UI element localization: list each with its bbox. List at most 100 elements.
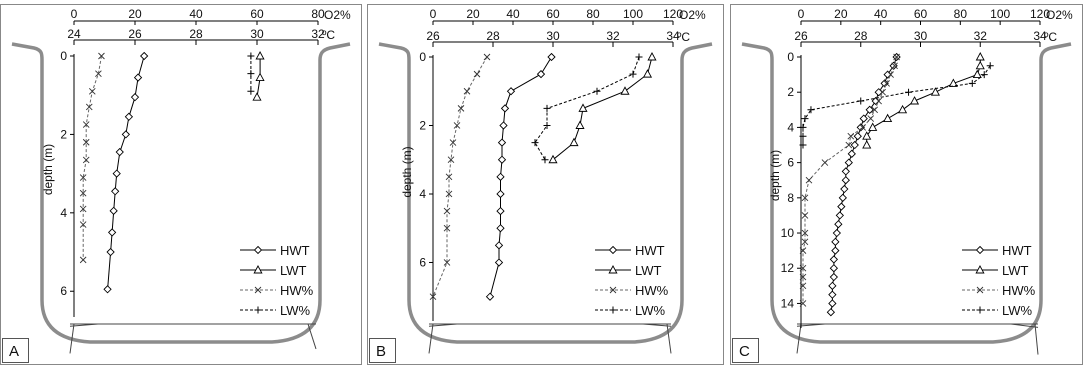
marker-diamond [838,193,847,202]
marker-x [443,259,451,266]
o2-tick-label: 20 [834,7,848,21]
marker-diamond [829,272,838,282]
marker-diamond [496,189,505,199]
marker-triangle [620,86,630,95]
legend-label: HWT [1002,243,1032,258]
legend-label: HW% [635,283,669,298]
o2-tick-label: 100 [990,7,1010,21]
series-hwt [103,51,149,294]
marker-x [879,88,886,96]
panel-label: C [732,338,759,363]
marker-plus [593,87,601,95]
o2-tick-label: 20 [128,7,142,21]
o2-tick-label: 100 [623,7,643,21]
legend: HWT LWT HW% LW% [962,243,1036,318]
legend-label: LWT [280,263,307,278]
depth-tick-label: 2 [787,85,794,99]
series-hwpct [79,52,105,264]
temp-tick-label: 30 [250,27,264,41]
marker-diamond [497,138,507,147]
marker-x [887,71,894,78]
series-hwpct [799,53,900,307]
marker-diamond [133,73,143,82]
series-line [802,56,898,304]
marker-diamond [107,228,117,237]
series-hwt [485,52,556,301]
depth-tick-label: 2 [419,118,426,132]
panel-label: B [369,338,396,363]
marker-x [609,286,617,294]
marker-x [473,70,481,78]
hatch-line [666,323,672,354]
marker-x [893,53,900,61]
panel-label-box [2,338,29,363]
pond-outline [11,42,351,344]
panel-label: A [2,338,29,363]
marker-x [483,53,491,61]
marker-x [82,138,90,146]
marker-triangle [647,52,657,61]
o2-tick-label: 80 [954,7,968,21]
marker-plus [247,52,255,60]
marker-diamond [497,155,507,164]
temp-tick-label: 28 [854,29,868,43]
marker-triangle [575,120,585,129]
legend-label: LW% [635,303,666,318]
marker-diamond [130,93,140,102]
marker-diamond [831,237,840,246]
marker-diamond [140,51,149,61]
o2-tick-label: 0 [798,7,805,21]
marker-x [883,80,890,87]
series-lwpct [531,53,643,164]
o2-tick-label: 120 [663,7,683,21]
marker-diamond [828,281,837,290]
marker-plus [905,88,913,96]
marker-x [95,70,102,77]
depth-tick-label: 0 [419,50,426,64]
marker-diamond [494,241,504,250]
marker-x [859,124,867,131]
marker-triangle [255,72,265,82]
marker-diamond [496,206,505,216]
marker-plus [254,306,262,314]
marker-diamond [840,184,849,194]
hatch-line [796,323,802,354]
series-line [432,56,488,297]
marker-x [254,286,262,294]
series-lwpct [799,62,994,149]
marker-diamond [859,114,868,123]
temp-tick-label: 24 [67,27,81,41]
marker-x [821,159,829,166]
o2-axis-unit: O2% [324,8,351,22]
marker-x [79,221,87,228]
temp-tick-label: 26 [426,29,440,43]
o2-axis-unit: O2% [1046,8,1073,22]
legend-label: LWT [1002,263,1029,278]
depth-tick-label: 12 [781,261,795,275]
o2-tick-label: 60 [250,7,264,21]
marker-plus [609,306,617,314]
marker-triangle [948,78,958,87]
marker-x [463,87,471,95]
depth-axis: 0 2 4 6 depth (m) [41,49,75,317]
marker-triangle [569,137,579,147]
hatch-line [642,323,672,327]
marker-x [801,212,809,219]
marker-diamond [828,299,837,308]
depth-tick-label: 0 [787,50,794,64]
depth-tick-label: 4 [60,206,67,220]
depth-tick-label: 10 [781,226,795,240]
marker-diamond [835,211,844,220]
o2-tick-label: 60 [914,7,928,21]
marker-triangle [883,113,893,123]
series-line [534,56,640,160]
marker-triangle [909,96,920,105]
marker-diamond [608,245,618,255]
legend-label: HW% [280,283,314,298]
marker-x [801,229,809,237]
sediment-hatch [428,323,672,354]
marker-plus [976,306,984,314]
